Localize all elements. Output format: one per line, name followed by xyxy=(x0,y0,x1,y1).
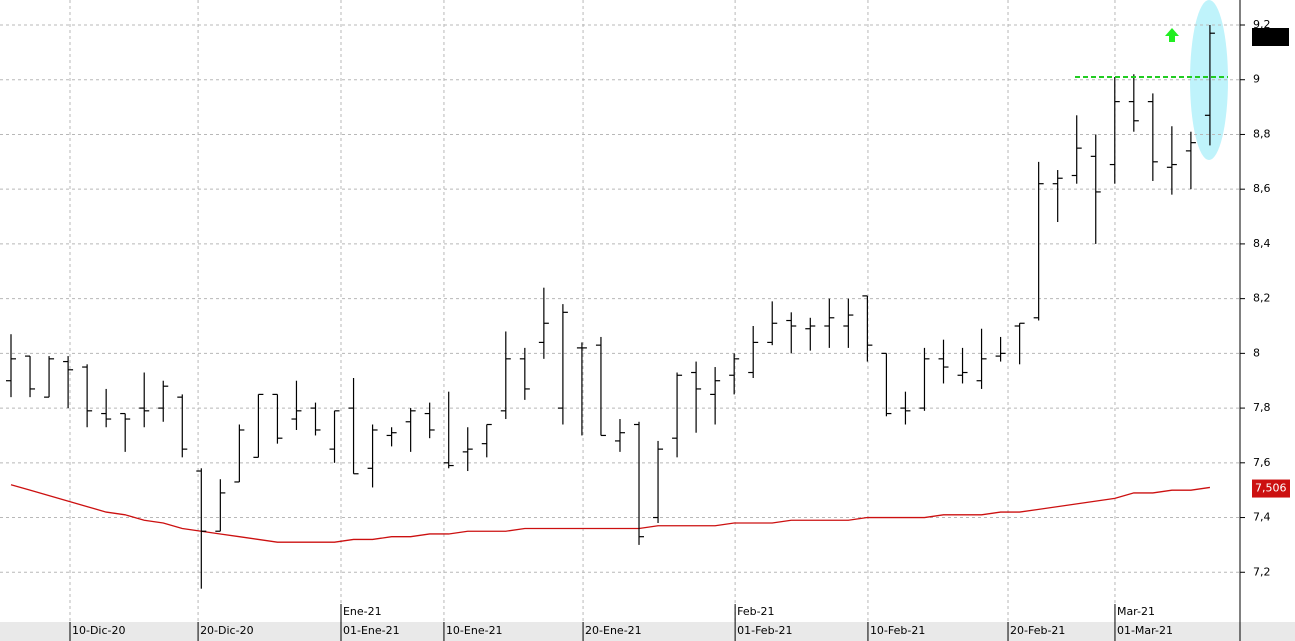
x-tick-label: 20-Dic-20 xyxy=(200,624,254,637)
x-tick-label: 10-Dic-20 xyxy=(72,624,126,637)
y-tick-label: 9,2 xyxy=(1253,18,1271,31)
y-tick-label: 7,6 xyxy=(1253,456,1271,469)
last-value-label: 7,506 xyxy=(1255,482,1287,495)
last-value-box xyxy=(1252,479,1290,498)
y-tick-label: 8,8 xyxy=(1253,127,1271,140)
x-tick-label: 10-Feb-21 xyxy=(870,624,925,637)
month-label: Ene-21 xyxy=(343,605,382,618)
last-price-box xyxy=(1252,28,1289,46)
y-tick-label: 8,4 xyxy=(1253,237,1271,250)
y-tick-label: 7,4 xyxy=(1253,511,1271,524)
moving-average xyxy=(10,484,1211,543)
y-tick-label: 9 xyxy=(1253,73,1260,86)
x-tick-label: 10-Ene-21 xyxy=(446,624,503,637)
y-tick-label: 8,6 xyxy=(1253,182,1271,195)
x-tick-label: 20-Ene-21 xyxy=(585,624,642,637)
x-axis-band xyxy=(0,622,1295,641)
y-tick-label: 7,8 xyxy=(1253,401,1271,414)
y-tick-label: 8 xyxy=(1253,346,1260,359)
x-tick-label: 01-Feb-21 xyxy=(737,624,792,637)
y-tick-label: 7,2 xyxy=(1253,565,1271,578)
x-tick-label: 01-Mar-21 xyxy=(1117,624,1173,637)
month-label: Feb-21 xyxy=(737,605,774,618)
x-tick-label: 20-Feb-21 xyxy=(1010,624,1065,637)
up-arrow xyxy=(1165,28,1179,42)
y-tick-label: 8,2 xyxy=(1253,292,1271,305)
x-tick-label: 01-Ene-21 xyxy=(343,624,400,637)
month-label: Mar-21 xyxy=(1117,605,1155,618)
